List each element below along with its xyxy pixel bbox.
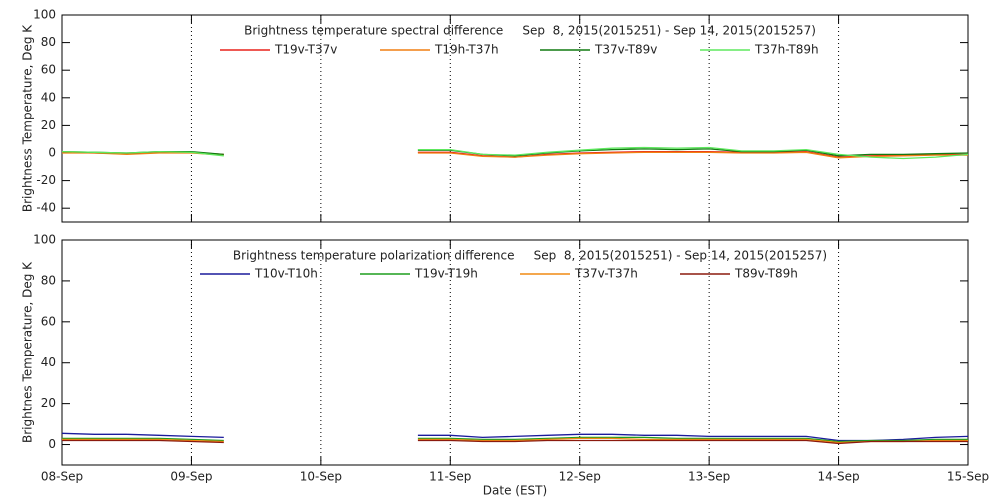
y-tick-label: 0 <box>48 437 56 451</box>
y-tick-label: -20 <box>36 173 56 187</box>
y-tick-label: 80 <box>41 273 56 287</box>
chart-title: Brightness temperature polarization diff… <box>233 249 827 263</box>
y-tick-label: 0 <box>48 146 56 160</box>
legend-label: T19v-T19h <box>414 267 478 281</box>
series-line <box>62 436 968 443</box>
x-tick-label: 13-Sep <box>688 470 730 484</box>
series-line <box>62 439 968 445</box>
x-tick-label: 08-Sep <box>41 470 83 484</box>
series-line <box>61 146 969 160</box>
y-tick-label: 40 <box>41 355 56 369</box>
x-tick-label: 11-Sep <box>429 470 471 484</box>
x-tick-label: 15-Sep <box>947 470 989 484</box>
y-axis-label: Brightnes Temperature, Deg K <box>21 261 35 443</box>
legend-label: T37h-T89h <box>754 43 819 57</box>
x-tick-label: 09-Sep <box>170 470 212 484</box>
y-axis-label: Brightness Temperature, Deg K <box>21 24 35 212</box>
x-tick-label: 12-Sep <box>559 470 601 484</box>
plot-frame <box>61 14 969 223</box>
y-tick-label: 100 <box>33 233 56 247</box>
legend-label: T37v-T89v <box>594 43 657 57</box>
legend-label: T37v-T37h <box>574 267 638 281</box>
y-tick-label: 20 <box>41 396 56 410</box>
y-tick-label: -40 <box>36 201 56 215</box>
legend-label: T10v-T10h <box>254 267 318 281</box>
y-tick-label: 60 <box>41 63 56 77</box>
legend-label: T19v-T37v <box>274 43 337 57</box>
x-tick-label: 14-Sep <box>817 470 859 484</box>
legend-label: T89v-T89h <box>734 267 798 281</box>
x-tick-label: 10-Sep <box>300 470 342 484</box>
y-tick-label: 100 <box>33 8 56 22</box>
chart-title: Brightness temperature spectral differen… <box>244 24 816 38</box>
y-tick-label: 40 <box>41 90 56 104</box>
y-tick-label: 80 <box>41 35 56 49</box>
legend-label: T19h-T37h <box>434 43 499 57</box>
y-tick-label: 60 <box>41 314 56 328</box>
y-tick-label: 20 <box>41 118 56 132</box>
x-axis-label: Date (EST) <box>483 484 547 498</box>
plot-frame <box>61 239 969 466</box>
